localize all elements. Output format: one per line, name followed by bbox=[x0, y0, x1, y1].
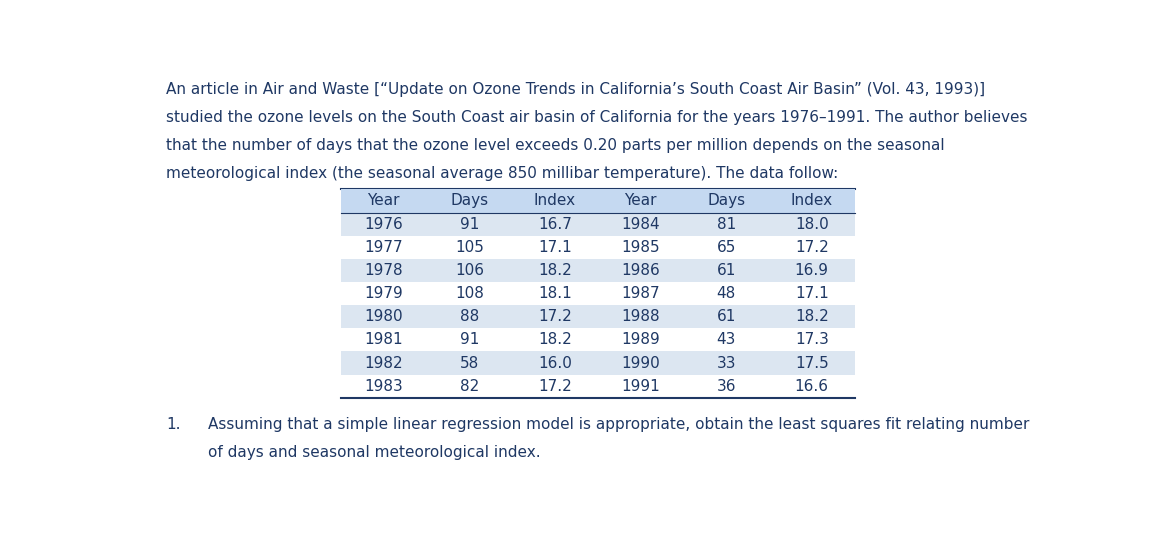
Text: 88: 88 bbox=[459, 309, 479, 324]
Text: 1987: 1987 bbox=[621, 286, 659, 301]
Bar bbox=[341, 282, 855, 305]
Text: 106: 106 bbox=[455, 263, 484, 278]
Bar bbox=[341, 328, 855, 352]
Text: 81: 81 bbox=[717, 217, 735, 232]
Text: 82: 82 bbox=[459, 379, 479, 394]
Bar bbox=[341, 189, 855, 213]
Text: 17.1: 17.1 bbox=[795, 286, 829, 301]
Text: 17.5: 17.5 bbox=[795, 355, 829, 371]
Text: 1980: 1980 bbox=[365, 309, 403, 324]
Bar bbox=[341, 305, 855, 328]
Bar bbox=[341, 259, 855, 282]
Text: 1981: 1981 bbox=[365, 333, 403, 348]
Text: 18.1: 18.1 bbox=[538, 286, 572, 301]
Text: 16.9: 16.9 bbox=[795, 263, 829, 278]
Text: 1984: 1984 bbox=[621, 217, 659, 232]
Bar bbox=[341, 213, 855, 235]
Text: 1986: 1986 bbox=[621, 263, 660, 278]
Text: 105: 105 bbox=[455, 240, 484, 255]
Text: Index: Index bbox=[790, 194, 832, 209]
Text: Index: Index bbox=[534, 194, 576, 209]
Text: 1988: 1988 bbox=[621, 309, 659, 324]
Text: 16.6: 16.6 bbox=[795, 379, 829, 394]
Text: 58: 58 bbox=[459, 355, 479, 371]
Text: 1985: 1985 bbox=[621, 240, 659, 255]
Text: 16.7: 16.7 bbox=[538, 217, 572, 232]
Text: 48: 48 bbox=[717, 286, 735, 301]
Text: 1.: 1. bbox=[166, 417, 180, 432]
Text: 17.2: 17.2 bbox=[538, 309, 572, 324]
Text: 17.1: 17.1 bbox=[538, 240, 572, 255]
Bar bbox=[341, 235, 855, 259]
Text: 91: 91 bbox=[459, 217, 479, 232]
Text: 1979: 1979 bbox=[365, 286, 403, 301]
Text: 65: 65 bbox=[717, 240, 735, 255]
Bar bbox=[341, 374, 855, 398]
Bar bbox=[341, 352, 855, 374]
Text: 17.2: 17.2 bbox=[538, 379, 572, 394]
Text: 1990: 1990 bbox=[621, 355, 660, 371]
Text: 33: 33 bbox=[717, 355, 736, 371]
Text: studied the ozone levels on the South Coast air basin of California for the year: studied the ozone levels on the South Co… bbox=[166, 110, 1028, 125]
Text: An article in Air and Waste [“Update on Ozone Trends in California’s South Coast: An article in Air and Waste [“Update on … bbox=[166, 82, 985, 97]
Text: 108: 108 bbox=[455, 286, 484, 301]
Text: 17.2: 17.2 bbox=[795, 240, 829, 255]
Text: 61: 61 bbox=[717, 309, 735, 324]
Text: 36: 36 bbox=[717, 379, 736, 394]
Text: Year: Year bbox=[624, 194, 657, 209]
Text: 43: 43 bbox=[717, 333, 735, 348]
Text: 18.2: 18.2 bbox=[795, 309, 829, 324]
Text: 1983: 1983 bbox=[365, 379, 403, 394]
Text: Assuming that a simple linear regression model is appropriate, obtain the least : Assuming that a simple linear regression… bbox=[208, 417, 1029, 432]
Text: meteorological index (the seasonal average 850 millibar temperature). The data f: meteorological index (the seasonal avera… bbox=[166, 166, 838, 181]
Text: 16.0: 16.0 bbox=[538, 355, 572, 371]
Text: 1978: 1978 bbox=[365, 263, 403, 278]
Text: Days: Days bbox=[707, 194, 746, 209]
Text: 1989: 1989 bbox=[621, 333, 660, 348]
Text: 61: 61 bbox=[717, 263, 735, 278]
Text: 1982: 1982 bbox=[365, 355, 403, 371]
Text: 1991: 1991 bbox=[621, 379, 660, 394]
Text: 91: 91 bbox=[459, 333, 479, 348]
Text: 17.3: 17.3 bbox=[795, 333, 829, 348]
Text: 1977: 1977 bbox=[365, 240, 403, 255]
Text: 18.2: 18.2 bbox=[538, 333, 572, 348]
Text: that the number of days that the ozone level exceeds 0.20 parts per million depe: that the number of days that the ozone l… bbox=[166, 138, 945, 153]
Text: 1976: 1976 bbox=[365, 217, 403, 232]
Text: Days: Days bbox=[450, 194, 489, 209]
Text: 18.2: 18.2 bbox=[538, 263, 572, 278]
Text: of days and seasonal meteorological index.: of days and seasonal meteorological inde… bbox=[208, 445, 540, 460]
Text: 18.0: 18.0 bbox=[795, 217, 829, 232]
Text: Year: Year bbox=[367, 194, 400, 209]
